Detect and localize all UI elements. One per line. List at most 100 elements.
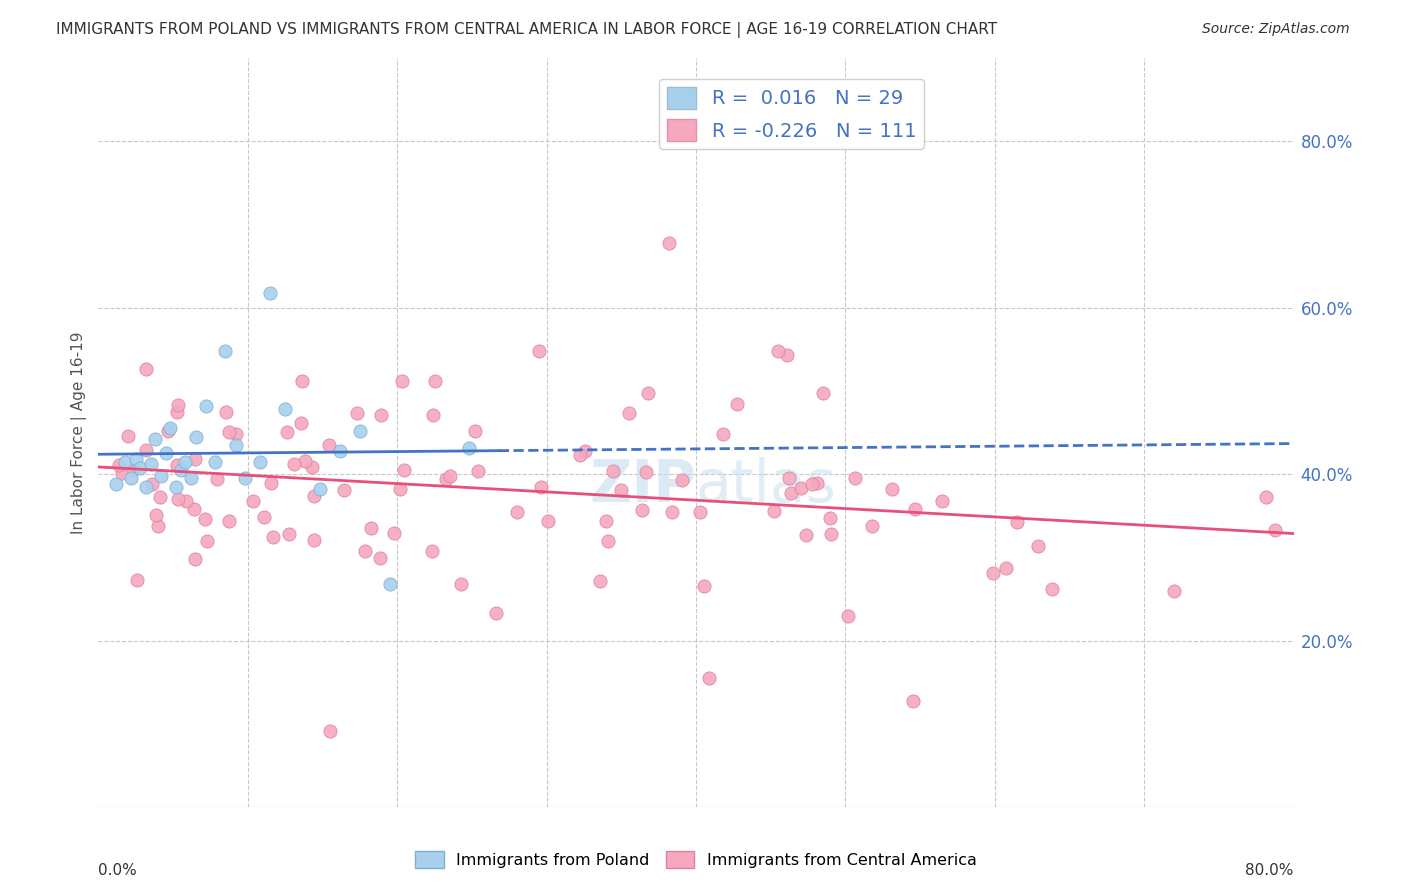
Point xyxy=(218,425,240,440)
Point xyxy=(1163,584,1185,599)
Text: Source: ZipAtlas.com: Source: ZipAtlas.com xyxy=(1202,22,1350,37)
Point xyxy=(801,477,824,491)
Point xyxy=(423,374,446,388)
Point xyxy=(392,462,415,476)
Text: ZIP: ZIP xyxy=(589,457,696,514)
Point xyxy=(304,490,326,504)
Point xyxy=(637,385,659,400)
Y-axis label: In Labor Force | Age 16-19: In Labor Force | Age 16-19 xyxy=(72,331,87,534)
Point xyxy=(120,471,142,485)
Point xyxy=(370,408,392,422)
Point xyxy=(467,464,489,478)
Point xyxy=(589,574,612,588)
Point xyxy=(214,344,236,359)
Point xyxy=(631,503,654,517)
Point xyxy=(811,385,834,400)
Text: 80.0%: 80.0% xyxy=(1246,863,1294,879)
Point xyxy=(308,482,330,496)
Point xyxy=(596,534,619,549)
Point xyxy=(1007,515,1029,529)
Point xyxy=(794,527,817,541)
Point xyxy=(148,519,170,533)
Point xyxy=(111,467,134,481)
Point xyxy=(569,448,592,462)
Point xyxy=(150,469,173,483)
Point xyxy=(434,472,457,486)
Point xyxy=(159,421,181,435)
Point xyxy=(725,397,748,411)
Point xyxy=(389,482,412,496)
Point xyxy=(205,472,228,486)
Point xyxy=(233,471,256,485)
Point xyxy=(169,463,191,477)
Point xyxy=(658,235,681,250)
Point xyxy=(506,505,529,519)
Point xyxy=(697,671,720,685)
Point xyxy=(294,454,316,468)
Point xyxy=(276,425,298,440)
Point xyxy=(215,405,238,419)
Point xyxy=(291,374,314,388)
Point xyxy=(333,483,356,498)
Point xyxy=(105,477,128,491)
Point xyxy=(259,476,281,491)
Point xyxy=(329,444,352,458)
Point xyxy=(184,452,207,467)
Point xyxy=(174,493,197,508)
Point xyxy=(135,361,157,376)
Point xyxy=(262,530,284,544)
Point xyxy=(318,438,340,452)
Point xyxy=(661,505,683,519)
Point xyxy=(301,459,323,474)
Point xyxy=(167,398,190,412)
Point xyxy=(378,577,401,591)
Point xyxy=(349,424,371,438)
Point xyxy=(901,694,924,708)
Point xyxy=(114,455,136,469)
Point xyxy=(277,527,299,541)
Point xyxy=(135,443,157,458)
Point xyxy=(420,544,443,558)
Point xyxy=(763,504,786,518)
Point xyxy=(775,348,797,362)
Point xyxy=(422,408,444,422)
Point xyxy=(931,493,953,508)
Point xyxy=(1042,582,1064,597)
Point xyxy=(145,508,167,522)
Point xyxy=(439,469,461,483)
Point xyxy=(184,552,207,566)
Point xyxy=(1256,491,1278,505)
Point xyxy=(283,457,305,471)
Point xyxy=(689,505,711,519)
Point xyxy=(319,723,342,738)
Point xyxy=(789,481,811,495)
Point xyxy=(204,455,226,469)
Point xyxy=(225,426,247,441)
Point xyxy=(174,455,197,469)
Point xyxy=(778,471,800,485)
Point xyxy=(711,427,734,442)
Point xyxy=(779,485,801,500)
Point xyxy=(820,527,842,541)
Point xyxy=(1264,524,1286,538)
Point xyxy=(143,432,166,446)
Point xyxy=(290,417,312,431)
Point xyxy=(107,458,129,473)
Point xyxy=(302,533,325,547)
Text: 0.0%: 0.0% xyxy=(98,863,138,879)
Point xyxy=(121,462,143,476)
Point xyxy=(574,444,596,458)
Point xyxy=(536,514,558,528)
Point xyxy=(818,510,841,524)
Point xyxy=(183,501,205,516)
Point xyxy=(157,424,180,438)
Point xyxy=(194,512,217,526)
Point xyxy=(382,526,405,541)
Point xyxy=(485,606,508,620)
Point xyxy=(195,533,218,548)
Point xyxy=(530,480,553,494)
Point xyxy=(129,460,152,475)
Point xyxy=(464,425,486,439)
Point xyxy=(368,550,391,565)
Point xyxy=(619,406,641,420)
